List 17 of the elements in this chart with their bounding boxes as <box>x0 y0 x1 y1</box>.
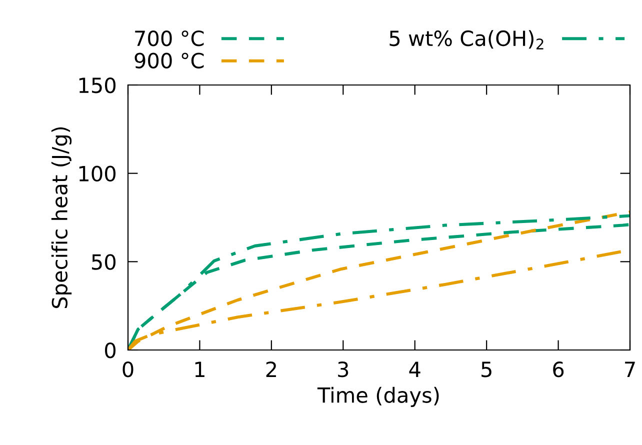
y-tick-label: 150 <box>79 77 116 94</box>
legend-label: 700 °C <box>135 30 204 46</box>
x-tick-label: 3 <box>338 361 348 378</box>
x-axis-title: Time (days) <box>317 386 439 407</box>
y-axis-title: Specific heat (J/g) <box>51 127 72 308</box>
x-tick-label: 2 <box>266 361 276 377</box>
x-tick-label: 5 <box>482 362 492 378</box>
x-tick-label: 0 <box>122 361 134 378</box>
y-tick-label: 100 <box>79 166 116 182</box>
legend-label: 900 °C <box>134 52 204 68</box>
x-tick-label: 4 <box>409 362 420 377</box>
x-tick-label: 6 <box>553 361 564 378</box>
legend-label: 5 wt% Ca(OH)$_{2}$ <box>390 30 544 50</box>
x-tick-label: 1 <box>195 362 204 377</box>
x-tick-label: 7 <box>625 362 635 377</box>
y-tick-label: 50 <box>92 254 116 270</box>
y-tick-label: 0 <box>105 342 116 358</box>
